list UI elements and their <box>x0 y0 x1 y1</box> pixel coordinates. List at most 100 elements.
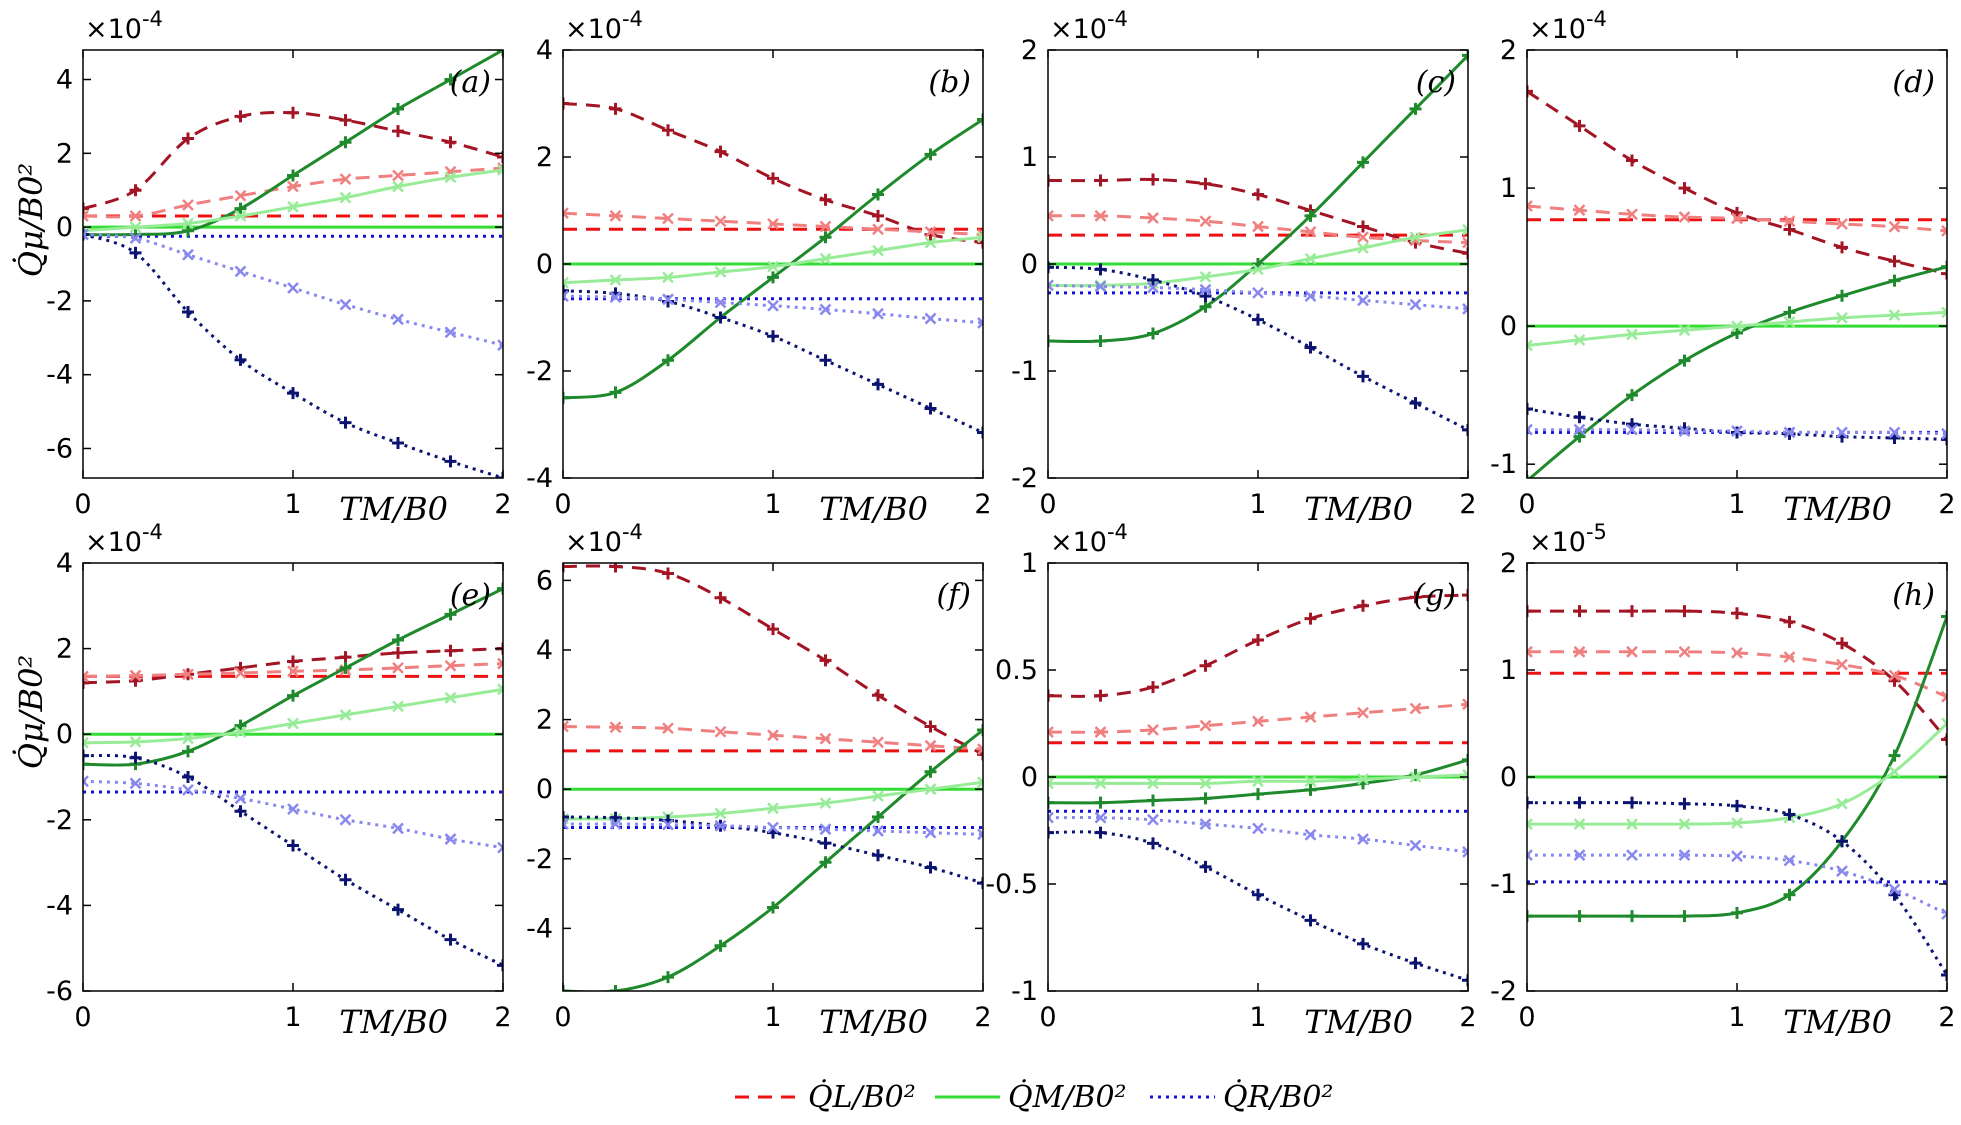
legend: Q̇L/B0² Q̇M/B0² Q̇R/B0² <box>735 1080 1333 1115</box>
y-tick-label: 2 <box>1021 35 1038 66</box>
y-tick-label: 2 <box>536 705 553 736</box>
plus-marker <box>924 148 937 161</box>
cross-marker <box>1888 426 1901 439</box>
plus-marker <box>819 193 832 206</box>
series-line-R_cross <box>83 233 503 347</box>
cross-marker <box>1252 287 1264 299</box>
x-tick-label: 0 <box>1518 1002 1535 1033</box>
y-tick-label: -2 <box>1011 463 1038 494</box>
cross-marker <box>444 171 457 184</box>
x-tick-label: 0 <box>1039 489 1056 520</box>
plus-marker <box>444 644 457 657</box>
plus-marker <box>83 202 89 215</box>
plus-marker <box>182 132 194 145</box>
cross-marker <box>977 776 983 789</box>
cross-marker <box>1199 270 1212 283</box>
y-tick-label: -1 <box>1490 449 1517 480</box>
cross-marker <box>977 316 983 329</box>
cross-marker <box>1462 303 1468 315</box>
cross-marker <box>1462 236 1468 249</box>
cross-marker <box>287 282 299 294</box>
cross-marker <box>497 841 503 854</box>
plus-marker <box>1573 119 1586 132</box>
cross-marker <box>234 210 247 222</box>
cross-marker <box>563 276 569 289</box>
cross-marker <box>129 232 142 245</box>
cross-marker <box>444 326 457 339</box>
cross-marker <box>1783 426 1796 439</box>
y-tick-label: 0 <box>536 774 553 805</box>
plus-marker <box>662 567 674 580</box>
plus-marker <box>1626 796 1638 809</box>
plus-marker <box>1147 681 1159 694</box>
cross-marker <box>129 669 142 682</box>
legend-label-L: Q̇L/B0² <box>808 1080 916 1115</box>
plus-marker <box>129 246 142 259</box>
cross-marker <box>83 670 89 683</box>
x-tick-label: 2 <box>1459 489 1476 520</box>
cross-marker <box>1094 209 1107 222</box>
plus-marker <box>1409 957 1422 970</box>
plus-marker <box>1094 174 1107 187</box>
y-tick-label: 2 <box>536 142 553 173</box>
series-group <box>1527 605 1947 981</box>
axis-multiplier: ×10-4 <box>1050 520 1128 558</box>
plus-marker <box>1409 768 1422 781</box>
cross-marker <box>1252 715 1264 728</box>
plus-marker <box>1409 591 1422 604</box>
plus-marker <box>1304 209 1317 222</box>
plus-marker <box>1252 634 1264 647</box>
cross-marker <box>1048 279 1054 292</box>
x-tick-label: 0 <box>1039 1002 1056 1033</box>
y-tick-label: 6 <box>536 565 553 596</box>
cross-marker <box>234 189 247 202</box>
cross-marker <box>1199 215 1212 228</box>
cross-marker <box>662 818 674 831</box>
plus-marker <box>392 103 404 116</box>
cross-marker <box>872 244 884 257</box>
cross-marker <box>392 169 404 182</box>
plus-marker <box>977 877 983 890</box>
cross-marker <box>714 819 727 832</box>
cross-marker <box>1527 200 1533 212</box>
plus-marker <box>234 805 247 818</box>
series-line-R_cross <box>1048 816 1468 854</box>
plus-marker <box>1094 826 1107 839</box>
y-tick-label: 0 <box>536 249 553 280</box>
plus-marker <box>1147 274 1159 287</box>
plus-marker <box>444 608 457 621</box>
panel-letter: (h) <box>1892 578 1935 613</box>
cross-marker <box>1094 280 1107 293</box>
x-tick-label: 2 <box>1938 489 1955 520</box>
series-line-M_plus <box>1527 265 1947 478</box>
cross-marker <box>1409 231 1422 244</box>
plus-marker <box>339 136 352 149</box>
plus-marker <box>234 110 247 123</box>
cross-marker <box>1731 425 1743 437</box>
cross-marker <box>1147 724 1159 736</box>
plus-marker <box>1304 914 1317 927</box>
cross-marker <box>1147 212 1159 224</box>
cross-marker <box>1888 669 1901 682</box>
panel-c: 0 1 2 -2 -1 0 1 2 ×10-4 (c) TM/B0 <box>1011 7 1477 528</box>
cross-marker <box>819 303 832 316</box>
y-tick-label: -1 <box>1011 976 1038 1007</box>
x-axis-label: TM/B0 <box>339 490 448 528</box>
cross-marker <box>339 709 352 721</box>
x-tick-label: 1 <box>764 1002 781 1033</box>
plus-marker <box>1357 156 1369 169</box>
cross-marker <box>819 823 832 836</box>
panel-letter: (g) <box>1413 578 1456 613</box>
plus-marker <box>1836 289 1848 302</box>
x-tick-label: 1 <box>1249 1002 1266 1033</box>
cross-marker <box>1199 818 1212 830</box>
cross-marker <box>924 226 937 238</box>
y-tick-label: 0 <box>56 719 73 750</box>
plus-marker <box>1573 605 1586 618</box>
plus-marker <box>563 391 569 404</box>
plus-marker <box>1626 605 1638 618</box>
cross-marker <box>1783 316 1796 328</box>
x-axis-label: TM/B0 <box>1783 490 1892 528</box>
plus-marker <box>1409 102 1422 115</box>
plus-marker <box>129 751 142 764</box>
